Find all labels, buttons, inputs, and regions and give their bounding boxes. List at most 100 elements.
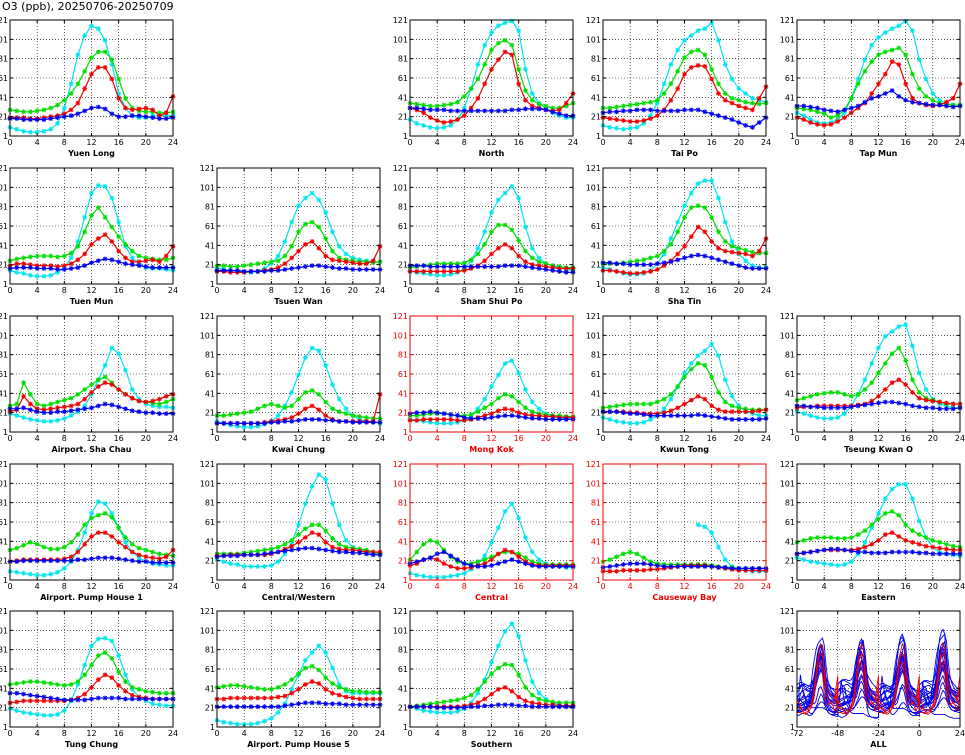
data-point-eastern-3 — [944, 551, 949, 557]
data-point-southern-3 — [563, 704, 569, 710]
data-point-tap-mun-3 — [848, 105, 854, 111]
data-point-tap-mun-0 — [916, 57, 922, 63]
data-point-kwai-chung-1 — [228, 412, 233, 417]
data-point-kwun-tong-3 — [607, 409, 613, 415]
data-point-central-western-3 — [370, 552, 376, 558]
data-point-airport-sha-chau-2 — [143, 399, 149, 405]
y-tick-label: 1 — [596, 576, 601, 585]
x-tick-label: 24 — [168, 434, 178, 443]
data-point-eastern-1 — [828, 535, 834, 540]
data-point-tuen-mun-0 — [34, 273, 40, 279]
data-point-central-western-1 — [262, 547, 267, 553]
data-point-north-1 — [509, 42, 515, 48]
data-point-north-3 — [461, 108, 467, 114]
data-point-airport-pump-house-1-1 — [89, 515, 94, 521]
data-point-mong-kok-0 — [516, 370, 522, 376]
data-point-kwai-chung-2 — [309, 403, 315, 409]
x-tick-label: 0 — [600, 582, 605, 591]
data-point-airport-pump-house-1-3 — [34, 558, 40, 564]
data-point-mong-kok-1 — [502, 391, 508, 397]
data-point-north-1 — [461, 93, 467, 99]
data-point-tuen-mun-3 — [68, 266, 74, 271]
data-point-kwun-tong-2 — [716, 407, 721, 413]
data-point-tsuen-wan-3 — [275, 268, 281, 273]
data-point-tsuen-wan-3 — [296, 265, 301, 270]
data-point-sha-tin-2 — [743, 251, 749, 257]
data-point-causeway-bay-0 — [722, 557, 728, 563]
data-point-tsuen-wan-3 — [364, 267, 369, 272]
data-point-eastern-2 — [910, 539, 915, 545]
data-point-tseung-kwan-o-3 — [808, 404, 813, 410]
data-point-airport-pump-house-1-3 — [82, 557, 88, 563]
data-point-tuen-mun-0 — [116, 219, 122, 225]
data-point-north-3 — [563, 113, 569, 119]
x-tick-label: 16 — [707, 582, 717, 591]
data-point-tsuen-wan-2 — [336, 258, 342, 264]
data-point-airport-pump-house-5-3 — [364, 702, 369, 708]
panel-title-central: Central — [475, 593, 508, 602]
data-point-central-1 — [475, 559, 481, 565]
data-point-tseung-kwan-o-2 — [869, 398, 875, 404]
data-point-sham-shui-po-2 — [455, 269, 460, 274]
data-point-sha-tin-3 — [682, 255, 687, 261]
x-tick-label: 16 — [114, 434, 124, 443]
data-point-central-1 — [427, 537, 433, 543]
x-tick-label: 12 — [873, 582, 883, 591]
data-point-central-3 — [475, 564, 481, 569]
y-tick-label: 1 — [596, 132, 601, 141]
data-point-tung-chung-0 — [82, 662, 88, 668]
data-point-north-3 — [468, 108, 474, 114]
data-point-tsuen-wan-0 — [350, 255, 356, 261]
data-point-central-3 — [563, 564, 569, 569]
data-point-eastern-1 — [835, 536, 841, 541]
data-point-mong-kok-1 — [489, 401, 494, 407]
data-point-airport-pump-house-1-0 — [61, 566, 67, 571]
data-point-southern-2 — [509, 688, 515, 694]
y-tick-label: 101 — [780, 479, 795, 488]
data-point-central-3 — [414, 559, 420, 565]
data-point-airport-pump-house-5-1 — [350, 688, 356, 694]
data-point-tseung-kwan-o-3 — [944, 406, 949, 412]
x-tick-label: 12 — [486, 138, 496, 147]
panel-title-tseung-kwan-o: Tseung Kwan O — [844, 445, 913, 454]
data-point-airport-pump-house-1-0 — [55, 569, 60, 575]
data-point-causeway-bay-1 — [627, 549, 633, 555]
data-point-airport-sha-chau-3 — [41, 410, 47, 416]
panel-title-causeway-bay: Causeway Bay — [652, 593, 717, 602]
data-point-kwai-chung-0 — [241, 424, 247, 430]
data-point-kwun-tong-0 — [702, 348, 708, 354]
x-tick-label: 20 — [734, 286, 744, 295]
y-tick-label: 81 — [0, 499, 8, 508]
panel-title-kwun-tong: Kwun Tong — [660, 445, 709, 454]
data-point-tuen-mun-1 — [34, 253, 40, 259]
x-tick-label: 8 — [462, 138, 467, 147]
x-tick-label: 20 — [928, 582, 938, 591]
data-point-tung-chung-1 — [27, 679, 33, 684]
data-point-airport-sha-chau-2 — [157, 396, 162, 402]
data-point-tung-chung-3 — [136, 696, 142, 702]
data-point-sham-shui-po-0 — [523, 224, 528, 230]
x-tick-label: 16 — [114, 138, 124, 147]
data-point-airport-pump-house-1-2 — [102, 530, 108, 536]
data-point-tap-mun-3 — [842, 107, 847, 113]
data-point-sham-shui-po-3 — [563, 270, 569, 275]
data-point-kwun-tong-1 — [654, 399, 660, 405]
data-point-kwai-chung-0 — [302, 355, 308, 360]
data-point-kwai-chung-1 — [316, 391, 322, 397]
data-point-mong-kok-3 — [448, 412, 454, 417]
data-point-mong-kok-3 — [523, 415, 528, 420]
data-point-tuen-mun-0 — [41, 273, 47, 279]
data-point-eastern-2 — [882, 532, 888, 537]
data-point-airport-pump-house-5-3 — [350, 702, 356, 708]
data-point-airport-pump-house-1-1 — [150, 549, 156, 555]
data-point-central-3 — [523, 561, 528, 566]
data-point-sham-shui-po-0 — [529, 245, 535, 251]
data-point-mong-kok-1 — [495, 395, 501, 401]
data-point-yuen-long-0 — [82, 33, 88, 38]
data-point-sha-tin-3 — [743, 265, 749, 270]
data-point-tap-mun-0 — [862, 57, 868, 63]
data-point-tap-mun-3 — [889, 88, 895, 93]
data-point-tsuen-wan-1 — [248, 262, 254, 268]
data-point-tseung-kwan-o-0 — [835, 415, 841, 420]
data-point-tai-po-0 — [736, 86, 742, 92]
